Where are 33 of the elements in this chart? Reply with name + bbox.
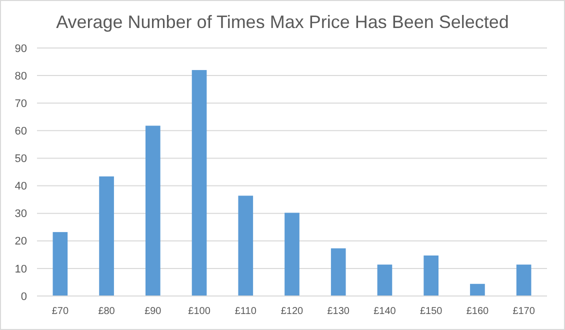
y-tick-label: 30 xyxy=(14,208,27,220)
bar xyxy=(99,176,114,296)
x-tick-label: £90 xyxy=(144,306,162,317)
y-tick-label: 20 xyxy=(14,236,27,248)
bar xyxy=(284,212,300,296)
bar xyxy=(377,264,392,296)
x-tick-label: £150 xyxy=(420,306,443,317)
y-tick-label: 50 xyxy=(14,153,27,166)
bar xyxy=(424,255,439,296)
x-tick-label: £130 xyxy=(327,306,350,317)
bar xyxy=(192,70,207,296)
x-tick-label: £80 xyxy=(98,306,116,317)
y-tick-label: 80 xyxy=(14,70,27,82)
y-tick-label: 70 xyxy=(14,98,27,110)
x-tick-label: £170 xyxy=(512,306,536,317)
x-tick-label: £100 xyxy=(188,306,211,317)
bar xyxy=(145,126,160,296)
y-tick-label: 0 xyxy=(20,290,27,303)
x-tick-label: £120 xyxy=(280,306,304,317)
y-tick-label: 60 xyxy=(14,126,27,138)
x-tick-label: £160 xyxy=(466,306,490,317)
y-tick-label: 10 xyxy=(14,263,27,276)
bar xyxy=(52,232,68,296)
x-tick-label: £140 xyxy=(374,306,396,317)
y-tick-label: 40 xyxy=(14,180,27,193)
bar xyxy=(516,264,532,296)
x-tick-label: £110 xyxy=(234,306,257,317)
bar xyxy=(470,284,485,296)
chart-title: Average Number of Times Max Price Has Been Selected xyxy=(56,12,509,32)
y-tick-label: 90 xyxy=(14,42,27,55)
bar xyxy=(330,248,346,296)
x-tick-label: £70 xyxy=(52,306,69,317)
bar xyxy=(238,196,254,296)
